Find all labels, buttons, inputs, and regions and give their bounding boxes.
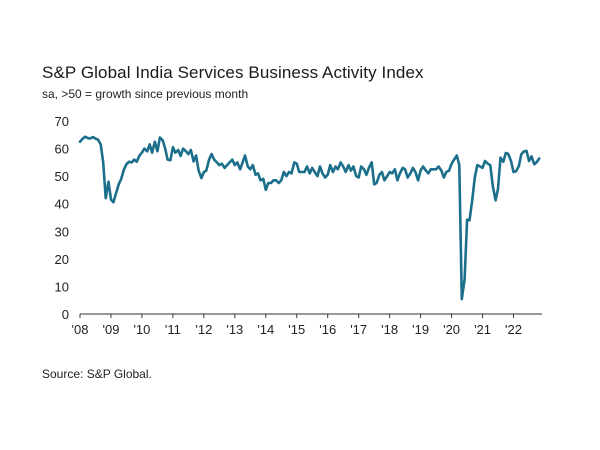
x-tick-label: '22 (505, 322, 522, 337)
x-tick-label: '10 (133, 322, 150, 337)
series-line (78, 135, 541, 301)
x-tick-label: '11 (165, 322, 181, 337)
chart-title: S&P Global India Services Business Activ… (42, 63, 424, 82)
x-axis-tickmarks (79, 314, 515, 318)
x-tick-label: '19 (412, 322, 429, 337)
y-tick-label: 60 (55, 142, 69, 157)
y-tick-label: 0 (62, 307, 69, 322)
y-tick-label: 10 (55, 279, 69, 294)
x-tick-label: '17 (350, 322, 367, 337)
x-axis-ticks: '08 '09 '10 '11 '12 '13 '14 '15 '16 '17 '18 '19 '20 '… (72, 322, 522, 337)
y-tick-label: 50 (55, 169, 69, 184)
chart-subtitle: sa, >50 = growth since previous month (42, 87, 249, 101)
x-tick-label: '12 (195, 322, 212, 337)
x-tick-label: '18 (381, 322, 398, 337)
x-tick-label: '21 (474, 322, 491, 337)
source-note: Source: S&P Global. (42, 367, 152, 381)
y-tick-label: 30 (55, 224, 69, 239)
x-tick-label: '13 (226, 322, 243, 337)
x-tick-label: '09 (102, 322, 119, 337)
y-tick-label: 40 (55, 197, 69, 212)
y-tick-label: 20 (55, 252, 69, 267)
x-tick-label: '08 (72, 322, 89, 337)
x-tick-label: '14 (257, 322, 274, 337)
y-tick-label: 70 (55, 114, 69, 129)
x-tick-label: '20 (443, 322, 460, 337)
x-tick-label: '16 (319, 322, 336, 337)
y-axis-ticks: 0 10 20 30 40 50 60 70 (55, 114, 69, 322)
x-tick-label: '15 (288, 322, 305, 337)
